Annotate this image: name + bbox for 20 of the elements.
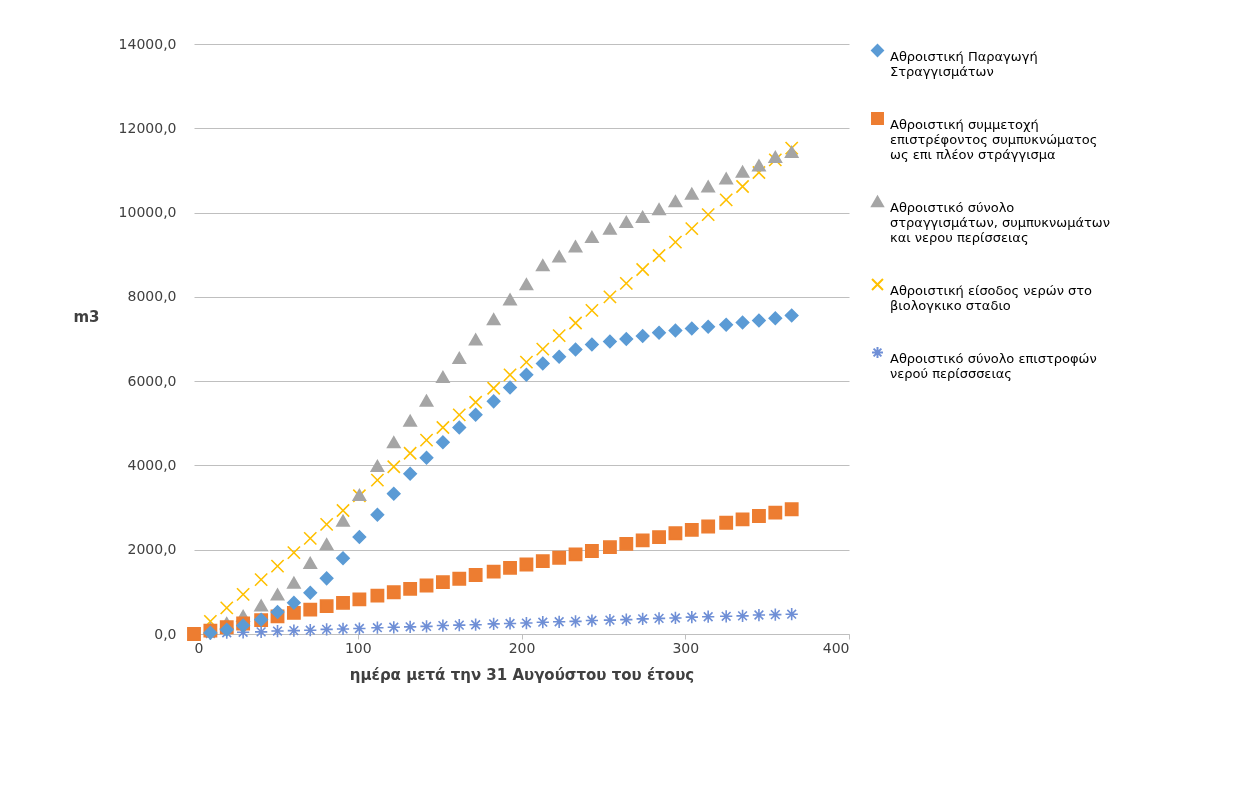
x-tick-label: 200	[508, 639, 536, 656]
legend-label: Αθροιστική Παραγωγή Στραγγισμάτων	[890, 48, 1038, 79]
legend-label: Αθροιστική είσοδος νερών στο βιολογκικο σταδιο	[890, 282, 1093, 313]
y-tick-label: 0,0	[154, 625, 177, 642]
y-tick-label: 10000,0	[118, 204, 177, 221]
x-tick-label: 400	[822, 639, 850, 656]
y-tick-label: 6000,0	[127, 372, 177, 389]
y-tick-label: 8000,0	[127, 288, 177, 305]
legend-label: Αθροιστικό σύνολο στραγγισμάτων, συμπυκνωμάτων και νερου περίσσειας	[890, 199, 1110, 245]
y-tick-label: 2000,0	[127, 541, 177, 558]
x-tick-label: 300	[672, 639, 700, 656]
y-axis-title: m3	[73, 307, 100, 326]
x-tick-label: 100	[344, 639, 372, 656]
y-tick-label: 14000,0	[118, 35, 177, 52]
x-axis-title: ημέρα μετά την 31 Αυγούστου του έτους	[349, 665, 695, 684]
y-tick-label: 12000,0	[118, 119, 177, 136]
x-tick-label: 0	[194, 639, 204, 656]
legend-label: Αθροιστικό σύνολο επιστροφών νερού περίσσσειας	[890, 350, 1097, 381]
y-tick-label: 4000,0	[127, 456, 177, 473]
legend-label: Αθροιστική συμμετοχή επιστρέφοντος συμπυκνώματος ως επι πλέον στράγγισμα	[890, 116, 1098, 162]
